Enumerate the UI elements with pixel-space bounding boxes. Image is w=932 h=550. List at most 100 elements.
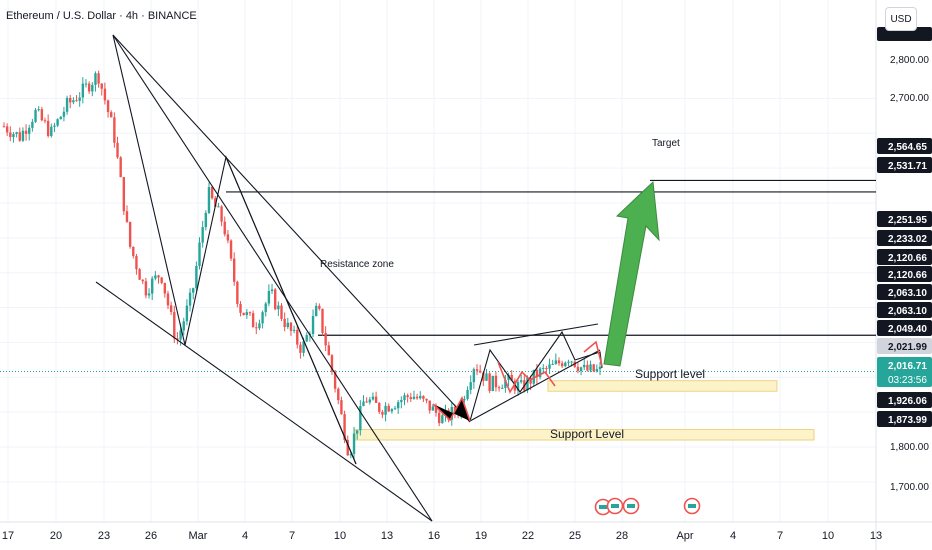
time-tick-label: 25 xyxy=(569,530,581,542)
candle-body xyxy=(132,246,135,257)
event-icon-inner xyxy=(599,505,607,509)
price-label-value: 1,873.99 xyxy=(888,415,927,426)
currency-button[interactable]: USD xyxy=(885,7,917,31)
price-label-value: 2,016.71 xyxy=(888,361,927,372)
candle-body xyxy=(198,242,201,267)
candle-body xyxy=(15,132,18,134)
candle-body xyxy=(507,374,510,380)
candle-body xyxy=(586,364,589,371)
candle-body xyxy=(169,305,173,313)
candle-body xyxy=(62,111,66,117)
candle-body xyxy=(504,379,507,388)
candle-body xyxy=(220,206,223,222)
candle-body xyxy=(270,289,274,292)
candle-body xyxy=(428,400,431,411)
price-tick-label: 1,800.00 xyxy=(890,442,929,453)
candle-body xyxy=(296,329,299,345)
candle-body xyxy=(529,377,532,384)
time-tick-label: 13 xyxy=(381,530,393,542)
time-tick-label: 16 xyxy=(428,530,440,542)
candle-body xyxy=(557,360,561,364)
candle-body xyxy=(233,258,236,282)
candle-body xyxy=(5,126,9,133)
trend-line xyxy=(112,34,471,423)
candle-body xyxy=(283,318,286,328)
grid xyxy=(0,0,877,522)
candle-body xyxy=(516,382,520,391)
candles xyxy=(2,70,602,461)
candle-body xyxy=(100,83,103,89)
drawings xyxy=(95,34,603,522)
price-label-value: 2,564.65 xyxy=(888,142,927,153)
event-markers xyxy=(594,497,701,516)
price-label-box xyxy=(877,230,932,246)
candle-body xyxy=(163,282,167,294)
candle-body xyxy=(406,395,409,398)
candle-body xyxy=(488,373,491,392)
candle-body xyxy=(12,133,15,138)
candle-body xyxy=(535,369,539,377)
price-label-value: 2,021.99 xyxy=(888,342,927,353)
price-label-value: 2,120.66 xyxy=(888,270,927,281)
candle-body xyxy=(314,305,318,316)
candle-body xyxy=(192,288,195,293)
candle-body xyxy=(2,126,6,128)
candle-body xyxy=(106,100,110,113)
candle-body xyxy=(497,387,501,389)
candle-body xyxy=(201,227,204,243)
time-tick-label: 7 xyxy=(289,530,295,542)
price-label-value: 2,049.40 xyxy=(888,324,927,335)
candle-body xyxy=(217,206,220,208)
candle-body xyxy=(551,364,554,366)
candle-body xyxy=(567,361,570,363)
event-icon-inner xyxy=(611,504,619,508)
candle-body xyxy=(138,269,141,280)
candle-body xyxy=(422,395,425,399)
candle-body xyxy=(144,281,148,296)
candle-body xyxy=(113,117,116,143)
candle-body xyxy=(110,112,113,118)
price-label-value: 2,063.10 xyxy=(888,288,927,299)
candle-body xyxy=(434,406,438,413)
event-icon-inner xyxy=(688,504,696,508)
candle-body xyxy=(210,186,214,199)
countdown-timer: 03:23:56 xyxy=(888,375,927,386)
candle-body xyxy=(122,177,126,212)
price-label-box xyxy=(877,284,932,300)
candle-body xyxy=(564,362,567,367)
candle-body xyxy=(264,303,267,313)
candle-body xyxy=(24,130,28,134)
candle-body xyxy=(182,321,185,331)
candle-body xyxy=(393,408,397,410)
candle-body xyxy=(204,212,208,228)
candle-body xyxy=(378,402,381,412)
candle-body xyxy=(340,400,343,415)
candle-body xyxy=(327,345,331,356)
candle-body xyxy=(485,373,488,381)
candle-body xyxy=(576,366,580,371)
candle-body xyxy=(141,279,144,282)
candle-body xyxy=(494,375,498,388)
time-tick-label: 28 xyxy=(616,530,628,542)
time-tick-label: 17 xyxy=(2,530,14,542)
annotation-support-level-upper: Support level xyxy=(635,367,705,381)
annotation-support-level-lower: Support Level xyxy=(550,427,624,441)
candle-body xyxy=(374,396,378,403)
candle-body xyxy=(324,332,327,346)
candle-body xyxy=(261,312,264,324)
candle-body xyxy=(91,84,94,92)
candle-body xyxy=(554,360,558,365)
time-tick-label: 23 xyxy=(98,530,110,542)
price-label-box xyxy=(877,138,932,154)
candle-body xyxy=(321,308,324,333)
candle-body xyxy=(560,363,564,367)
candle-body xyxy=(478,370,482,373)
candle-body xyxy=(412,396,416,399)
candle-body xyxy=(292,329,296,331)
candle-body xyxy=(173,312,176,339)
price-label-value: 2,251.95 xyxy=(888,215,927,226)
candle-body xyxy=(403,395,406,400)
candle-body xyxy=(387,405,390,412)
candle-body xyxy=(381,411,384,415)
